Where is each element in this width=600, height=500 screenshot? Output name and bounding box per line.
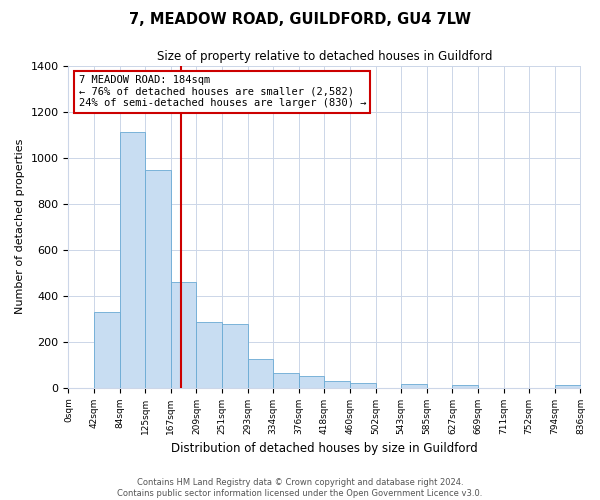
Bar	[248, 359, 273, 388]
Bar	[120, 132, 145, 388]
Bar	[555, 386, 581, 388]
Text: 7 MEADOW ROAD: 184sqm
← 76% of detached houses are smaller (2,582)
24% of semi-d: 7 MEADOW ROAD: 184sqm ← 76% of detached …	[79, 75, 366, 108]
Y-axis label: Number of detached properties: Number of detached properties	[15, 139, 25, 314]
Bar	[196, 322, 222, 388]
Bar	[273, 372, 299, 388]
Bar	[350, 383, 376, 388]
Text: 7, MEADOW ROAD, GUILDFORD, GU4 7LW: 7, MEADOW ROAD, GUILDFORD, GU4 7LW	[129, 12, 471, 28]
Bar	[299, 376, 325, 388]
Bar	[222, 324, 248, 388]
Bar	[145, 170, 170, 388]
Bar	[94, 312, 120, 388]
Text: Contains HM Land Registry data © Crown copyright and database right 2024.
Contai: Contains HM Land Registry data © Crown c…	[118, 478, 482, 498]
Bar	[452, 386, 478, 388]
Bar	[401, 384, 427, 388]
Bar	[325, 380, 350, 388]
Bar	[170, 282, 196, 388]
X-axis label: Distribution of detached houses by size in Guildford: Distribution of detached houses by size …	[171, 442, 478, 455]
Title: Size of property relative to detached houses in Guildford: Size of property relative to detached ho…	[157, 50, 492, 63]
